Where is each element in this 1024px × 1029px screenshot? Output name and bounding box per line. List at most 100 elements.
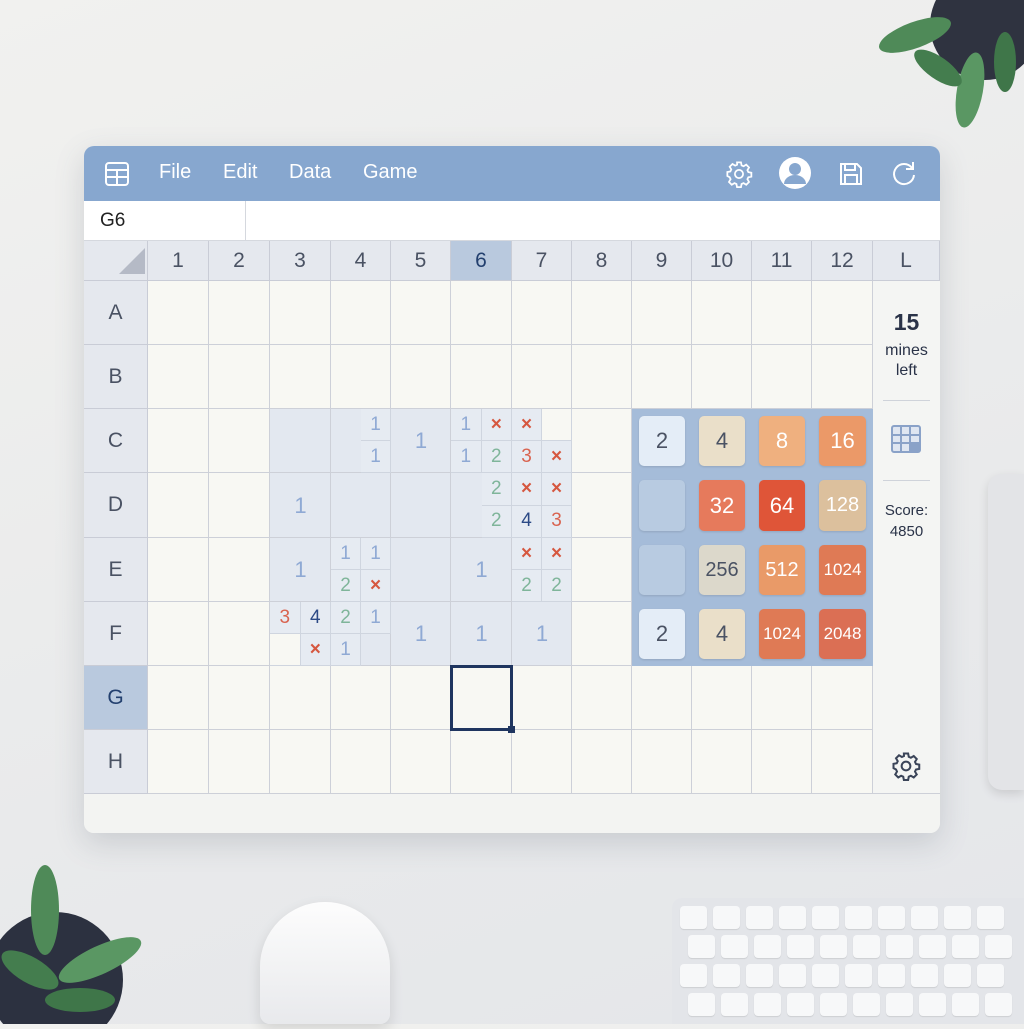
cell-E5[interactable]	[391, 538, 451, 602]
cell-A4[interactable]	[331, 281, 391, 345]
column-header-L[interactable]: L	[873, 241, 940, 281]
fill-handle[interactable]	[508, 726, 515, 733]
cell-A7[interactable]	[512, 281, 572, 345]
cell-D4[interactable]	[331, 473, 391, 538]
cell-H1[interactable]	[148, 730, 209, 794]
menu-edit[interactable]: Edit	[223, 161, 258, 183]
cell-A10[interactable]	[692, 281, 752, 345]
mine-count-F6[interactable]: 1	[475, 621, 488, 646]
column-header-11[interactable]: 11	[752, 241, 812, 281]
cell-C3[interactable]	[270, 409, 331, 473]
cell-H4[interactable]	[331, 730, 391, 794]
cell-H5[interactable]	[391, 730, 451, 794]
cell-G7[interactable]	[512, 666, 572, 730]
row-header-F[interactable]: F	[84, 602, 148, 666]
mine-count[interactable]: 3	[542, 505, 572, 538]
cell-G11[interactable]	[752, 666, 812, 730]
cell-F1[interactable]	[148, 602, 209, 666]
cell-F7[interactable]	[512, 602, 572, 666]
cell-E8[interactable]	[572, 538, 632, 602]
cell-H12[interactable]	[812, 730, 873, 794]
row-header-B[interactable]: B	[84, 345, 148, 409]
cell-A5[interactable]	[391, 281, 451, 345]
mine-count[interactable]: 2	[331, 570, 361, 602]
cell-C5[interactable]	[391, 409, 451, 473]
cell-B1[interactable]	[148, 345, 209, 409]
cell-B2[interactable]	[209, 345, 270, 409]
name-box[interactable]: G6	[84, 201, 246, 241]
cell-G1[interactable]	[148, 666, 209, 730]
mine-count[interactable]: 1	[361, 409, 391, 441]
cell-H9[interactable]	[632, 730, 692, 794]
column-header-1[interactable]: 1	[148, 241, 209, 281]
mine-count[interactable]: 1	[331, 634, 361, 666]
mine-count-E3[interactable]: 1	[294, 557, 307, 582]
cell-B11[interactable]	[752, 345, 812, 409]
gear-icon[interactable]	[891, 751, 921, 781]
mini-grid-icon[interactable]	[891, 425, 923, 455]
cell-D1[interactable]	[148, 473, 209, 538]
cell-G8[interactable]	[572, 666, 632, 730]
mine-count-F7[interactable]: 1	[535, 621, 549, 646]
menu-data[interactable]: Data	[289, 161, 332, 183]
mine-count[interactable]: 1	[361, 602, 391, 634]
cell-A6[interactable]	[451, 281, 512, 345]
mine-count[interactable]: 2	[542, 570, 572, 602]
formula-input[interactable]	[247, 201, 937, 240]
gear-icon[interactable]	[723, 158, 755, 190]
cell-G2[interactable]	[209, 666, 270, 730]
mine-marker[interactable]: ×	[300, 634, 331, 666]
column-header-5[interactable]: 5	[391, 241, 451, 281]
mine-marker[interactable]: ×	[361, 570, 391, 602]
mine-count[interactable]: 1	[361, 538, 391, 570]
cell-D3[interactable]	[270, 473, 331, 538]
cell-A8[interactable]	[572, 281, 632, 345]
cell-H8[interactable]	[572, 730, 632, 794]
mine-count[interactable]: 2	[331, 602, 361, 634]
user-avatar-icon[interactable]	[778, 156, 812, 190]
cell-H10[interactable]	[692, 730, 752, 794]
cell-A2[interactable]	[209, 281, 270, 345]
cell-G10[interactable]	[692, 666, 752, 730]
column-header-12[interactable]: 12	[812, 241, 873, 281]
cell-A12[interactable]	[812, 281, 873, 345]
cell-A1[interactable]	[148, 281, 209, 345]
column-header-7[interactable]: 7	[512, 241, 572, 281]
menu-game[interactable]: Game	[363, 161, 418, 183]
mine-count[interactable]: 4	[512, 505, 542, 538]
spreadsheet-grid-icon[interactable]	[104, 161, 130, 192]
row-header-A[interactable]: A	[84, 281, 148, 345]
mine-marker[interactable]: ×	[481, 409, 512, 441]
cell-G4[interactable]	[331, 666, 391, 730]
cell-H6[interactable]	[451, 730, 512, 794]
cell-D2[interactable]	[209, 473, 270, 538]
column-header-10[interactable]: 10	[692, 241, 752, 281]
cell-A3[interactable]	[270, 281, 331, 345]
row-header-C[interactable]: C	[84, 409, 148, 473]
mine-count-F5[interactable]: 1	[414, 621, 428, 646]
cell-B7[interactable]	[512, 345, 572, 409]
column-header-6[interactable]: 6	[451, 241, 512, 281]
cell-E6[interactable]	[451, 538, 512, 602]
column-header-2[interactable]: 2	[209, 241, 270, 281]
mine-marker[interactable]: ×	[512, 538, 542, 570]
cell-B4[interactable]	[331, 345, 391, 409]
cell-B5[interactable]	[391, 345, 451, 409]
cell-D8[interactable]	[572, 473, 632, 538]
unrevealed-subcell[interactable]	[270, 634, 301, 666]
cell-B10[interactable]	[692, 345, 752, 409]
cell-F8[interactable]	[572, 602, 632, 666]
cell-B8[interactable]	[572, 345, 632, 409]
cell-H3[interactable]	[270, 730, 331, 794]
cell-F5[interactable]	[391, 602, 451, 666]
cell-G3[interactable]	[270, 666, 331, 730]
mine-count[interactable]: 1	[331, 538, 361, 570]
column-header-9[interactable]: 9	[632, 241, 692, 281]
mine-marker[interactable]: ×	[542, 473, 572, 506]
mine-count[interactable]: 2	[512, 570, 542, 602]
cell-E2[interactable]	[209, 538, 270, 602]
mine-count[interactable]: 2	[481, 473, 512, 506]
row-header-G[interactable]: G	[84, 666, 148, 730]
mine-marker[interactable]: ×	[542, 441, 572, 473]
cell-C2[interactable]	[209, 409, 270, 473]
